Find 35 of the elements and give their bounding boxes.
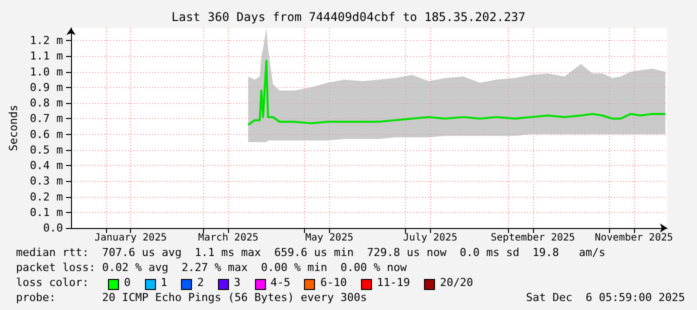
y-tick-label: 0.5 m	[30, 143, 64, 156]
x-tick-label: July 2025	[403, 232, 458, 244]
text: Sat Dec 6 05:59:00 2025	[526, 291, 685, 304]
y-tick-label: 0.7 m	[30, 112, 64, 126]
y-tick-label: 0.1 m	[30, 206, 64, 219]
text: loss color:	[16, 276, 89, 289]
x-tick-label: May 2025	[305, 232, 354, 244]
y-tick-label: 1.1 m	[30, 50, 64, 63]
y-tick-label: 1.0 m	[30, 65, 64, 78]
y-tick-label: 0.8 m	[30, 96, 64, 110]
text: 20/20	[440, 276, 474, 289]
y-tick-label: 0.3 m	[30, 174, 64, 188]
y-tick-label: 0.6 m	[30, 128, 64, 141]
y-tick-label: 0.9 m	[30, 80, 64, 94]
x-tick-label: January 2025	[94, 232, 167, 244]
text: 1	[160, 276, 168, 289]
y-tick-label: 0.2 m	[30, 190, 64, 204]
x-tick-label: November 2025	[594, 232, 674, 244]
y-tick-label: 1.2 m	[30, 34, 64, 47]
text: median rtt: 707.6 us avg 1.1 ms max 659.6 us min 729.8 us now 0.0 ms sd 19.8 am/s	[16, 246, 606, 259]
x-tick-label: March 2025	[198, 232, 258, 244]
text: 0	[124, 276, 131, 289]
chart-title: Last 360 Days from 744409d04cbf to 185.35.202.237	[171, 10, 526, 24]
y-axis-title: Seconds	[7, 104, 20, 152]
text: probe: 20 ICMP Echo Pings (56 Bytes) every 300s	[16, 291, 367, 304]
text: 3	[234, 276, 240, 289]
text: 4-5	[270, 276, 290, 289]
y-tick-label: 0.0	[43, 222, 64, 234]
line-series	[247, 60, 666, 126]
text: 6-10	[320, 276, 347, 289]
text: packet loss: 0.02 % avg 2.27 % max 0.00 % min 0.00 % now	[16, 261, 407, 274]
text: 11-19	[376, 276, 410, 289]
text: 2	[197, 276, 204, 289]
x-tick-label: September 2025	[490, 232, 576, 244]
y-tick-label: 0.4 m	[30, 159, 64, 172]
